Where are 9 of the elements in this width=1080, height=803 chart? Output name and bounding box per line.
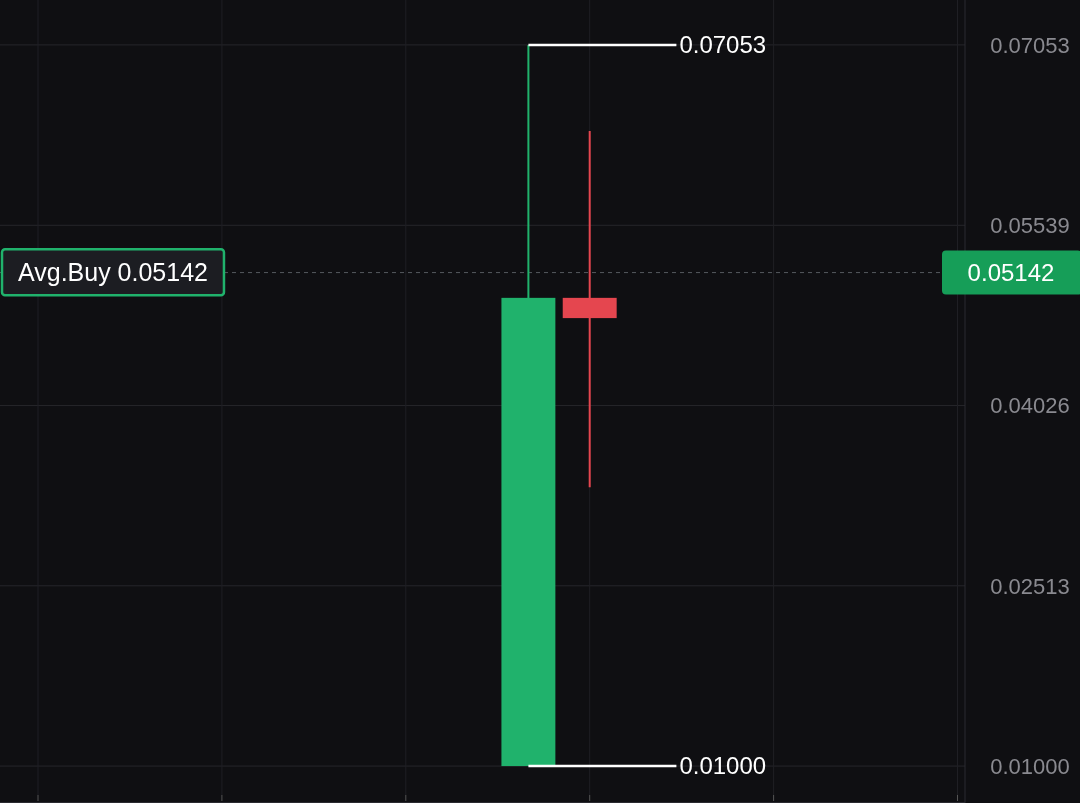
- y-tick-label: 0.02513: [990, 573, 1070, 599]
- y-tick-label: 0.01000: [990, 753, 1070, 779]
- y-tick-label: 0.05539: [990, 212, 1070, 238]
- annotation: 0.01000: [679, 752, 767, 780]
- annotation: 0.07053: [679, 31, 767, 59]
- y-tick-label: 0.04026: [990, 393, 1070, 419]
- ref-line-label: Avg.Buy 0.05142: [18, 258, 208, 287]
- y-tick-label: 0.07053: [990, 32, 1070, 58]
- text: 0.05142: [967, 258, 1055, 286]
